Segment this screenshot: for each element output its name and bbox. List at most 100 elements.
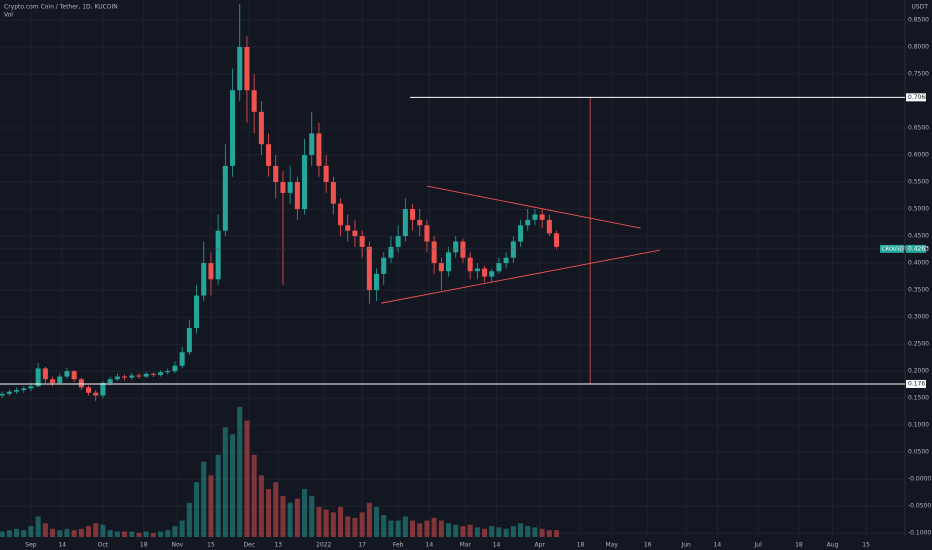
volume-bar bbox=[381, 515, 387, 537]
chart-title: Crypto.com Coin / Tether, 1D, KUCOIN bbox=[4, 4, 118, 11]
candle-body bbox=[438, 263, 444, 272]
y-tick-label: 0.1500 bbox=[908, 395, 929, 402]
y-tick-label: 0.5500 bbox=[908, 179, 929, 186]
candle-body bbox=[93, 392, 99, 396]
volume-bar bbox=[215, 454, 221, 537]
volume-bar bbox=[35, 516, 41, 537]
candle-body bbox=[402, 209, 408, 237]
volume-bar bbox=[237, 406, 243, 537]
x-tick-label: 2022 bbox=[316, 542, 331, 549]
candle-body bbox=[42, 368, 48, 380]
x-tick-label: Mar bbox=[460, 542, 472, 549]
volume-bar bbox=[28, 526, 34, 537]
volume-bar bbox=[57, 530, 63, 537]
volume-bar bbox=[143, 531, 149, 537]
volume-bar bbox=[366, 502, 372, 537]
y-tick-label: 0.5000 bbox=[908, 206, 929, 213]
y-tick-label: 0.7500 bbox=[908, 71, 929, 78]
volume-bar bbox=[114, 531, 120, 537]
volume-bar bbox=[518, 523, 524, 537]
candle-body bbox=[532, 214, 538, 220]
volume-bar bbox=[258, 475, 264, 537]
volume-bar bbox=[71, 530, 77, 537]
candle-body bbox=[165, 371, 171, 373]
y-tick-label: 0.8500 bbox=[908, 16, 929, 23]
candle-body bbox=[222, 165, 228, 231]
candle-body bbox=[482, 268, 488, 277]
volume-bar bbox=[50, 528, 56, 537]
candle-body bbox=[208, 263, 214, 280]
x-tick-label: 13 bbox=[274, 542, 282, 549]
candle-body bbox=[201, 263, 207, 296]
candle-body bbox=[129, 375, 135, 378]
volume-bar bbox=[554, 530, 560, 537]
candle-body bbox=[258, 111, 264, 145]
candle-body bbox=[489, 271, 495, 277]
candle-body bbox=[251, 90, 257, 112]
volume-bar bbox=[431, 517, 437, 537]
last-price-box bbox=[906, 244, 926, 253]
last-price-label: 0.4263 bbox=[908, 245, 929, 252]
volume-bar bbox=[460, 526, 466, 537]
volume-bar bbox=[222, 427, 228, 537]
candle-body bbox=[539, 214, 545, 220]
candle-body bbox=[496, 263, 502, 272]
volume-bar bbox=[424, 520, 430, 537]
volume-bar bbox=[417, 523, 423, 537]
x-tick-label: Sep bbox=[25, 542, 37, 549]
volume-bar bbox=[273, 482, 279, 537]
volume-label: Vol bbox=[4, 12, 13, 19]
candle-body bbox=[510, 241, 516, 258]
candle-body bbox=[554, 233, 560, 247]
candle-body bbox=[122, 376, 128, 378]
y-tick-label: -0.0000 bbox=[908, 476, 931, 483]
level-label: 0.1763 bbox=[908, 380, 929, 387]
volume-bar bbox=[525, 526, 531, 537]
candle-body bbox=[50, 379, 56, 384]
volume-bar bbox=[251, 454, 257, 537]
trend-line bbox=[426, 185, 641, 229]
volume-bar bbox=[546, 530, 552, 537]
volume-bar bbox=[136, 532, 142, 537]
volume-bar bbox=[42, 523, 48, 537]
x-tick-label: 14 bbox=[714, 542, 722, 549]
x-tick-label: Jun bbox=[680, 542, 691, 549]
candle-body bbox=[136, 375, 142, 377]
volume-bar bbox=[323, 509, 329, 537]
candle-body bbox=[100, 383, 106, 396]
candle-body bbox=[143, 373, 149, 377]
volume-bar bbox=[21, 530, 27, 537]
volume-bar bbox=[201, 461, 207, 537]
y-tick-label: 0.6000 bbox=[908, 152, 929, 159]
candle-body bbox=[374, 273, 380, 291]
volume-bar bbox=[374, 506, 380, 537]
x-tick-label: May bbox=[606, 542, 619, 549]
volume-bar bbox=[122, 531, 128, 537]
candle-body bbox=[395, 236, 401, 247]
candle-body bbox=[431, 241, 437, 264]
candle-body bbox=[28, 386, 34, 389]
y-tick-label: 0.3500 bbox=[908, 287, 929, 294]
candle-body bbox=[215, 230, 221, 280]
volume-bar bbox=[287, 502, 293, 537]
volume-bar bbox=[6, 530, 12, 537]
candle-body bbox=[35, 368, 41, 387]
unit-label: USDT bbox=[912, 4, 929, 11]
y-tick-label: -0.0500 bbox=[908, 503, 931, 510]
candle-body bbox=[237, 47, 243, 91]
level-label: 0.7068 bbox=[908, 94, 929, 101]
volume-bar bbox=[266, 489, 272, 537]
x-tick-label: 14 bbox=[58, 542, 66, 549]
x-tick-label: Dec bbox=[244, 542, 256, 549]
y-tick-label: 0.0500 bbox=[908, 449, 929, 456]
candle-body bbox=[381, 257, 387, 274]
volume-bar bbox=[309, 495, 315, 537]
volume-bar bbox=[496, 527, 502, 537]
x-tick-label: 17 bbox=[358, 542, 366, 549]
candle-body bbox=[64, 371, 70, 377]
candle-body bbox=[244, 47, 250, 91]
candle-body bbox=[525, 219, 531, 226]
candle-body bbox=[467, 257, 473, 272]
candle-body bbox=[78, 379, 84, 388]
candle-body bbox=[194, 295, 200, 328]
